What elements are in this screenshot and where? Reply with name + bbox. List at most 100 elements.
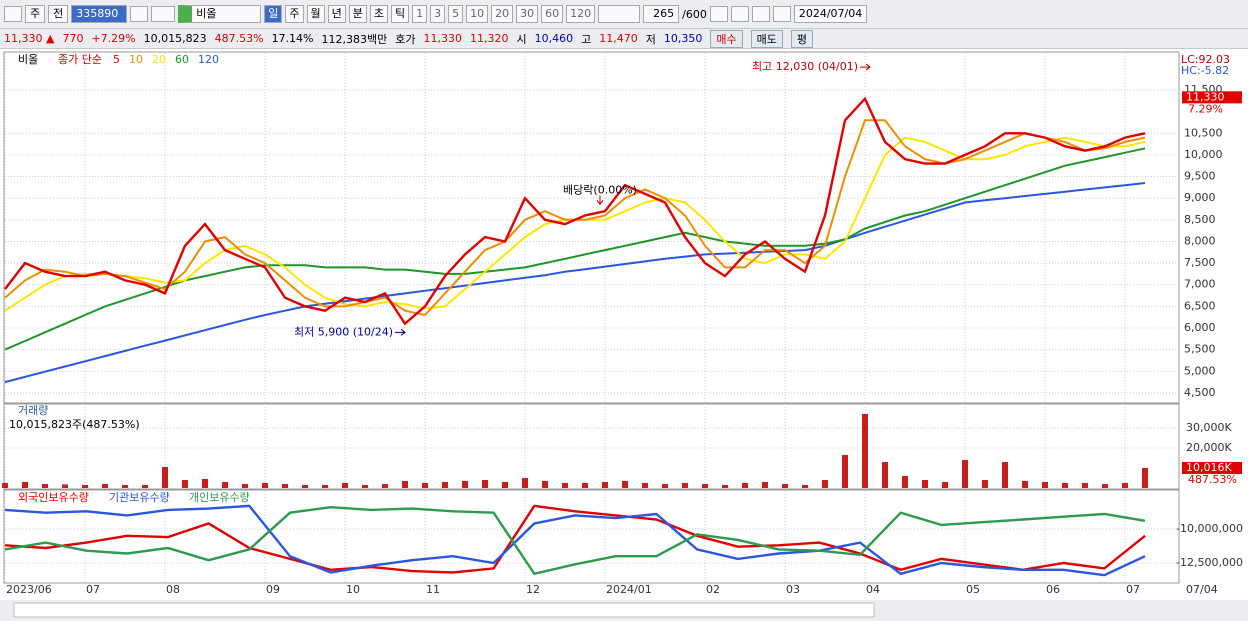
date-input[interactable]: 2024/07/04 [793, 5, 868, 23]
minute-button[interactable]: 10 [466, 5, 489, 23]
volume-bar [822, 480, 828, 488]
volume-bar [382, 484, 388, 488]
legend-label: 종가 단순 [58, 53, 102, 66]
select[interactable]: 전 [48, 5, 69, 23]
volume-bar [622, 481, 628, 488]
y-tick-label: -10,000,000 [1176, 522, 1243, 535]
annotation: 최저 5,900 (10/24) [294, 325, 393, 338]
select[interactable] [598, 5, 641, 23]
period-button[interactable]: 년 [327, 5, 346, 23]
toolbar: 주 전 335890 비올 일 주 월 년 분 초 틱 1 3 5 10 20 30 60 120 265/600 20… [0, 0, 1248, 29]
quote-item: 10,460 [534, 32, 574, 45]
code-input[interactable]: 335890 [71, 5, 128, 23]
count-max: /600 [682, 7, 707, 21]
volume-bar [1122, 483, 1128, 488]
legend-entry: 외국인보유수량 [18, 491, 89, 504]
y-tick-label: 7,500 [1184, 256, 1216, 269]
x-tick-label: 07 [1126, 583, 1140, 596]
volume-bar [582, 483, 588, 488]
quote-item: 112,383백만 [321, 32, 388, 46]
volume-bar [1002, 462, 1008, 488]
quote-item: 487.53% [214, 32, 264, 45]
volume-bar [222, 482, 228, 488]
order-button[interactable]: 매수 [710, 29, 743, 48]
period-button[interactable]: 초 [369, 5, 388, 23]
period-button[interactable]: 주 [285, 5, 304, 23]
name-input[interactable]: 비올 [178, 5, 262, 23]
scroll-track[interactable] [13, 602, 875, 618]
order-button[interactable]: 평 [790, 29, 813, 48]
x-tick-label: 2024/01 [606, 583, 652, 596]
quote-item: 고 [581, 32, 592, 46]
order-button[interactable]: 매도 [750, 29, 783, 48]
y-tick-label: 10,500 [1184, 126, 1223, 139]
icon[interactable] [751, 6, 770, 22]
y-tick-label: 30,000K [1186, 421, 1232, 434]
x-tick-label: 11 [426, 583, 440, 596]
volume-bar [22, 482, 28, 488]
volume-bar [722, 485, 728, 488]
icon[interactable] [130, 6, 149, 22]
minute-button[interactable]: 20 [491, 5, 514, 23]
icon[interactable] [151, 6, 176, 22]
volume-bar [82, 485, 88, 488]
legend-entry: 60 [175, 53, 189, 66]
quote-item: 11,330 ▲ [4, 32, 55, 45]
volume-bar [142, 485, 148, 488]
volume-bar [662, 484, 668, 488]
volume-bar [502, 482, 508, 488]
x-tick-label: 05 [966, 583, 980, 596]
volume-bar [642, 483, 648, 488]
current-volume-box [1182, 461, 1242, 474]
minute-button[interactable]: 1 [412, 5, 428, 23]
series-line [4, 182, 1146, 384]
quote-item: 11,330 [423, 32, 463, 45]
x-tick-label: 04 [866, 583, 880, 596]
legend-entry: 120 [198, 53, 219, 66]
volume-bar [242, 484, 248, 488]
period-button[interactable]: 일 [264, 5, 283, 23]
volume-change: 487.53% [1188, 473, 1237, 486]
count-input[interactable]: 265 [643, 5, 680, 23]
quote-item: 저 [645, 32, 656, 46]
quote-item: 11,470 [599, 32, 638, 45]
volume-bar [42, 484, 48, 488]
current-change: 7.29% [1188, 102, 1223, 115]
icon[interactable] [730, 6, 749, 22]
volume-bar [262, 483, 268, 488]
y-tick-label: 8,000 [1184, 234, 1216, 247]
volume-bar [882, 462, 888, 488]
select[interactable]: 주 [25, 5, 46, 23]
icon[interactable] [709, 6, 728, 22]
period-button[interactable]: 틱 [391, 5, 410, 23]
annotation: 배당락(0.00%) [563, 183, 637, 196]
minute-button[interactable]: 60 [541, 5, 564, 23]
series-line [4, 147, 1146, 351]
volume-bar [302, 485, 308, 488]
volume-bar [902, 476, 908, 488]
minute-button[interactable]: 5 [448, 5, 464, 23]
volume-bar [1042, 482, 1048, 488]
minute-button[interactable]: 30 [516, 5, 539, 23]
x-tick-label: 03 [786, 583, 800, 596]
volume-bar [362, 485, 368, 488]
volume-bar [202, 479, 208, 488]
lc-label: LC:92.03 [1181, 53, 1230, 66]
holdings-panel [3, 489, 1180, 584]
x-tick-label: 06 [1046, 583, 1060, 596]
period-button[interactable]: 분 [348, 5, 367, 23]
volume-bar [922, 480, 928, 488]
icon[interactable] [4, 6, 22, 22]
volume-bar [342, 483, 348, 488]
current-price: 11,330 [1186, 90, 1225, 103]
x-tick-label: 08 [166, 583, 180, 596]
quote-item: 10,350 [663, 32, 703, 45]
y-tick-label: 6,500 [1184, 299, 1216, 312]
volume-bar [602, 482, 608, 488]
minute-button[interactable]: 120 [566, 5, 596, 23]
icon[interactable] [772, 6, 791, 22]
minute-button[interactable]: 3 [430, 5, 446, 23]
period-button[interactable]: 월 [306, 5, 325, 23]
quote-item: 10,015,823 [143, 32, 207, 45]
